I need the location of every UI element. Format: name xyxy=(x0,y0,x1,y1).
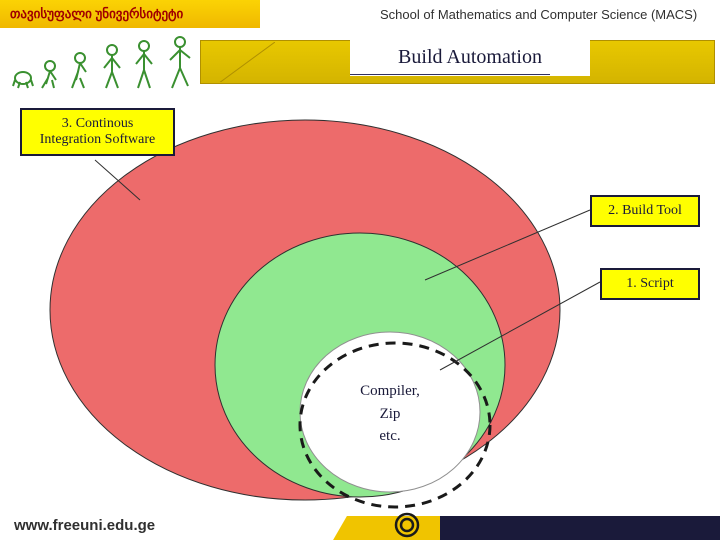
inner-line2: Zip xyxy=(330,403,450,426)
label1-text: 1. Script xyxy=(626,276,673,291)
inner-line1: Compiler, xyxy=(330,380,450,403)
label3-line2: Integration Software xyxy=(32,132,163,148)
label2-text: 2. Build Tool xyxy=(608,203,682,218)
inner-line3: etc. xyxy=(330,425,450,448)
label-box-1: 1. Script xyxy=(600,268,700,300)
footer-dark-stripe xyxy=(440,516,720,540)
footer-url: www.freeuni.edu.ge xyxy=(0,517,155,534)
label-box-3: 3. Continous Integration Software xyxy=(20,108,175,156)
footer-target-icon xyxy=(394,512,420,538)
label3-line1: 3. Continous xyxy=(32,116,163,132)
label-box-2: 2. Build Tool xyxy=(590,195,700,227)
inner-text: Compiler, Zip etc. xyxy=(330,380,450,448)
